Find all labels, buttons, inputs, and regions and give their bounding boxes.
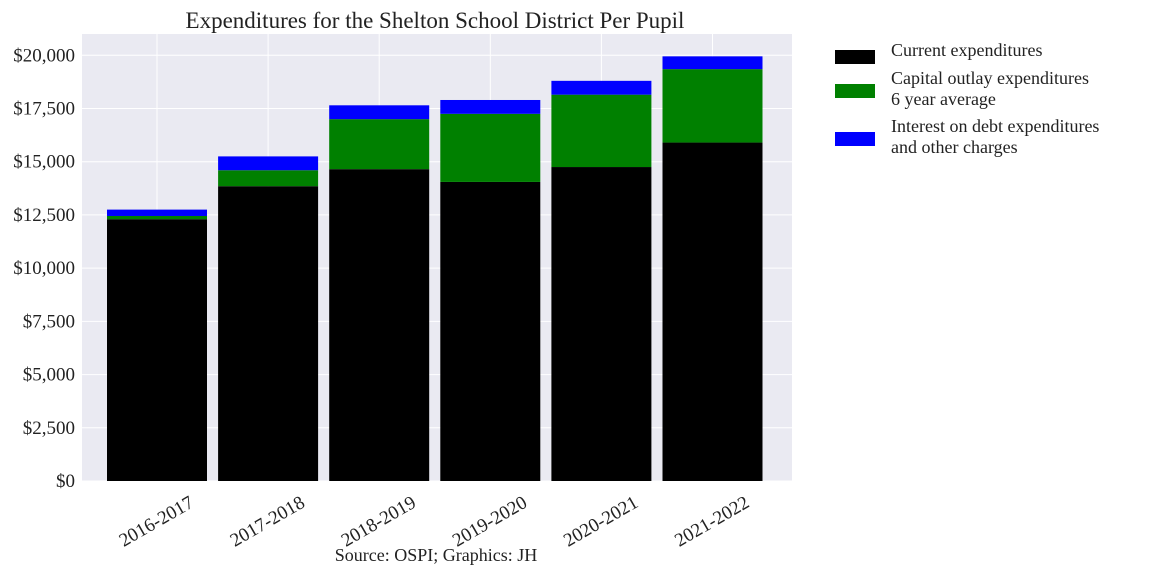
legend-swatch (835, 132, 875, 146)
bars (107, 56, 763, 482)
legend-label-line: Capital outlay expenditures (891, 68, 1089, 88)
bar-segment-1 (662, 142, 763, 482)
bar-segment-2 (218, 170, 319, 187)
bar-segment-3 (329, 105, 430, 120)
bar-segment-2 (440, 113, 541, 182)
bar-segment-1 (551, 167, 652, 482)
legend-swatch (835, 50, 875, 64)
legend-label-line: 6 year average (891, 89, 996, 109)
y-tick-label: $10,000 (13, 258, 75, 279)
legend-label: Current expenditures (891, 40, 1042, 60)
y-tick-label: $7,500 (23, 311, 75, 332)
x-tick-label: 2017-2018 (227, 492, 309, 551)
bar-segment-3 (218, 156, 319, 171)
bar-segment-2 (329, 119, 430, 170)
bar-segment-2 (107, 215, 207, 220)
x-tick-label: 2016-2017 (116, 492, 198, 551)
y-tick-label: $0 (56, 471, 75, 492)
legend-label: Interest on debt expenditures and other c… (891, 116, 1099, 157)
y-tick-label: $17,500 (13, 99, 75, 120)
y-axis-ticks: $0 $2,500 $5,000 $7,500 $10,000 $12,500 $15,00… (13, 45, 75, 492)
x-axis-ticks: 2016-2017 2017-2018 2018-2019 2019-2020 2020… (116, 492, 753, 551)
bar-segment-1 (218, 186, 319, 481)
chart-title: Expenditures for the Shelton School Dist… (186, 8, 685, 33)
x-tick-label: 2018-2019 (338, 492, 420, 551)
legend-swatch (835, 84, 875, 98)
bar-segment-3 (662, 56, 763, 70)
bar-segment-2 (662, 69, 763, 143)
x-tick-label: 2021-2022 (671, 492, 753, 551)
bar-segment-1 (440, 181, 541, 481)
y-tick-label: $5,000 (23, 365, 75, 386)
bar-segment-3 (107, 209, 207, 216)
y-tick-label: $15,000 (13, 152, 75, 173)
legend-label: Capital outlay expenditures 6 year averag… (891, 68, 1089, 109)
bar-segment-1 (329, 169, 430, 481)
bar-segment-3 (440, 99, 541, 114)
bar-segment-2 (551, 94, 652, 168)
y-tick-label: $2,500 (23, 418, 75, 439)
x-tick-label: 2019-2020 (449, 492, 531, 551)
source-caption: Source: OSPI; Graphics: JH (335, 545, 537, 565)
legend-label-line: Current expenditures (891, 40, 1042, 60)
x-tick-label: 2020-2021 (560, 492, 642, 551)
legend: Current expenditures Capital outlay expen… (835, 40, 1099, 157)
bar-segment-3 (551, 80, 652, 95)
legend-label-line: and other charges (891, 137, 1018, 157)
legend-label-line: Interest on debt expenditures (891, 116, 1099, 136)
bar-segment-1 (107, 219, 207, 481)
y-tick-label: $20,000 (13, 45, 75, 66)
y-tick-label: $12,500 (13, 205, 75, 226)
